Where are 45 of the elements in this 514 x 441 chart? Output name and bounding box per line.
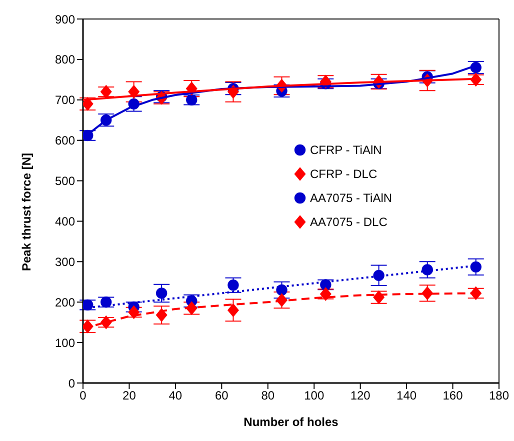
x-tick-label: 140 [396,388,417,403]
y-tick-label: 0 [68,376,76,390]
y-tick-label: 400 [54,214,76,228]
x-tick-label: 20 [122,388,136,403]
point [228,280,239,291]
y-tick-label: 200 [54,295,76,310]
point [470,261,482,273]
point [100,316,112,329]
x-tick-label: 0 [80,388,87,403]
point [470,73,482,86]
y-tick-label: 700 [54,93,76,108]
legend-label: AA7075 - DLC [310,214,388,231]
point [186,94,198,106]
point [83,320,94,333]
x-tick-label: 100 [304,388,324,403]
point [320,287,332,301]
x-tick-label: 160 [442,388,464,403]
x-tick-label: 120 [350,388,371,403]
legend-label: CFRP - TiAlN [310,142,382,159]
point [128,306,140,319]
point [83,299,94,311]
y-axis-title: Peak thrust force [N] [19,152,34,271]
x-tick-label: 80 [261,388,275,403]
point [373,290,384,304]
y-tick-label: 600 [54,134,76,148]
point [83,97,94,111]
legend-label: CFRP - DLC [310,166,378,183]
x-tick-label: 60 [214,388,229,403]
point [228,304,239,317]
point [100,85,112,98]
y-tick-label: 500 [54,174,76,188]
point [156,288,168,299]
point [100,296,112,308]
point [373,270,384,282]
y-tick-label: 900 [54,12,76,26]
point [422,264,433,276]
x-axis-title: Number of holes [244,415,339,429]
y-tick-label: 100 [54,336,76,350]
point [156,308,168,322]
x-tick-label: 40 [168,388,182,403]
y-tick-label: 300 [54,254,76,269]
point [470,286,482,300]
x-tick-label: 180 [488,388,510,403]
y-tick-label: 800 [54,52,76,67]
legend-label: AA7075 - TiAlN [310,190,392,207]
